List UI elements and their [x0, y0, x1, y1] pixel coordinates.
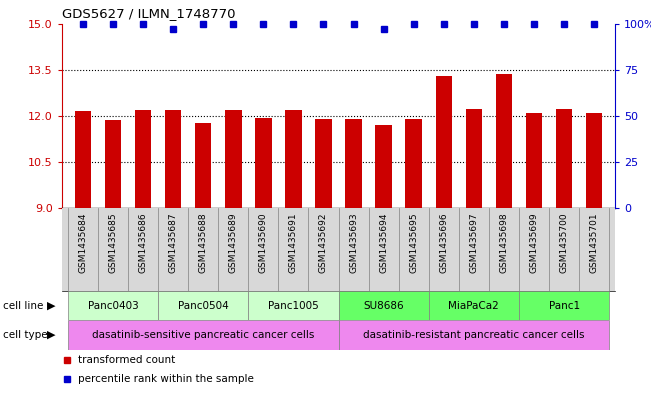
Text: Panc0403: Panc0403 [88, 301, 139, 310]
Text: percentile rank within the sample: percentile rank within the sample [78, 374, 255, 384]
Bar [105, 119, 121, 208]
Text: GSM1435695: GSM1435695 [409, 213, 418, 273]
Text: GSM1435686: GSM1435686 [139, 213, 148, 273]
Bar [165, 110, 182, 208]
Text: GSM1435685: GSM1435685 [109, 213, 117, 273]
Text: transformed count: transformed count [78, 354, 176, 365]
Text: GSM1435696: GSM1435696 [439, 213, 449, 273]
Text: GSM1435687: GSM1435687 [169, 213, 178, 273]
Bar [406, 119, 422, 208]
Bar [68, 291, 158, 320]
Text: GSM1435690: GSM1435690 [259, 213, 268, 273]
Bar [285, 110, 301, 208]
Text: GSM1435684: GSM1435684 [78, 213, 87, 273]
Bar [519, 291, 609, 320]
Text: GSM1435688: GSM1435688 [199, 213, 208, 273]
Text: GSM1435700: GSM1435700 [560, 213, 568, 273]
Text: ▶: ▶ [47, 301, 55, 310]
Text: GSM1435699: GSM1435699 [529, 213, 538, 273]
Bar [248, 291, 339, 320]
Text: GSM1435694: GSM1435694 [379, 213, 388, 273]
Bar [68, 320, 339, 350]
Bar [495, 74, 512, 208]
Bar [436, 76, 452, 208]
Bar [135, 110, 151, 208]
Bar [195, 123, 212, 208]
Text: GSM1435693: GSM1435693 [349, 213, 358, 273]
Bar [345, 119, 362, 208]
Bar [376, 125, 392, 208]
Bar [465, 109, 482, 208]
Bar [225, 110, 242, 208]
Bar [315, 119, 332, 208]
Text: GSM1435698: GSM1435698 [499, 213, 508, 273]
Bar [255, 118, 271, 208]
Bar [339, 320, 609, 350]
Bar [586, 113, 602, 208]
Text: GSM1435689: GSM1435689 [229, 213, 238, 273]
Text: GSM1435692: GSM1435692 [319, 213, 328, 273]
Bar [158, 291, 248, 320]
Bar [429, 291, 519, 320]
Text: GSM1435701: GSM1435701 [590, 213, 599, 273]
Bar [339, 291, 429, 320]
Text: ▶: ▶ [47, 330, 55, 340]
Bar [556, 109, 572, 208]
Text: GDS5627 / ILMN_1748770: GDS5627 / ILMN_1748770 [62, 7, 236, 20]
Text: dasatinib-sensitive pancreatic cancer cells: dasatinib-sensitive pancreatic cancer ce… [92, 330, 314, 340]
Text: cell type: cell type [3, 330, 48, 340]
Text: cell line: cell line [3, 301, 44, 310]
Text: GSM1435691: GSM1435691 [289, 213, 298, 273]
Text: Panc1: Panc1 [549, 301, 579, 310]
Bar [75, 111, 91, 208]
Text: Panc0504: Panc0504 [178, 301, 229, 310]
Text: Panc1005: Panc1005 [268, 301, 319, 310]
Bar [526, 113, 542, 208]
Text: MiaPaCa2: MiaPaCa2 [449, 301, 499, 310]
Text: dasatinib-resistant pancreatic cancer cells: dasatinib-resistant pancreatic cancer ce… [363, 330, 585, 340]
Text: GSM1435697: GSM1435697 [469, 213, 478, 273]
Text: SU8686: SU8686 [363, 301, 404, 310]
